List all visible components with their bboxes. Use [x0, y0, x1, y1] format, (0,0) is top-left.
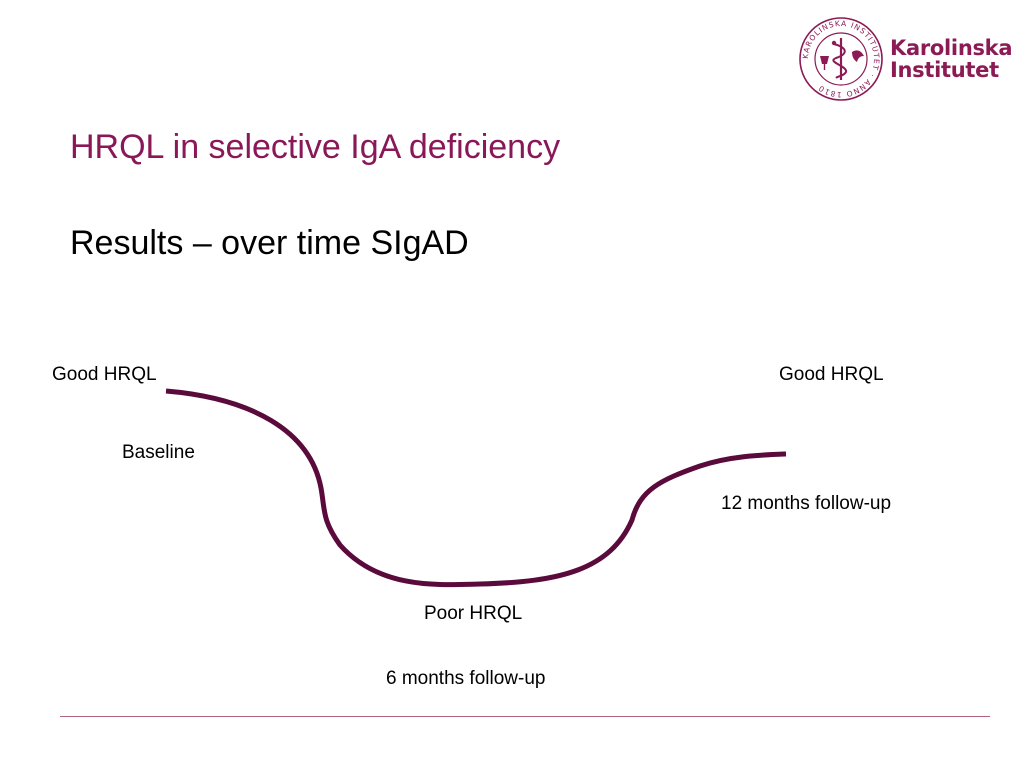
footer-divider: [60, 716, 990, 717]
hrql-trajectory-curve: [165, 388, 787, 588]
karolinska-logo: KAROLINSKA INSTITUTET · ANNO 1810 Karoli…: [798, 16, 1013, 102]
twelve-month-label: 12 months follow-up: [721, 493, 892, 514]
slide-title: HRQL in selective IgA deficiency: [70, 128, 561, 166]
baseline-label: Baseline: [122, 442, 195, 463]
slide-subtitle: Results – over time SIgAD: [70, 224, 469, 262]
poor-hrql-label: Poor HRQL: [424, 603, 523, 624]
seal-icon: KAROLINSKA INSTITUTET · ANNO 1810: [799, 17, 883, 101]
end-good-hrql-label: Good HRQL: [779, 364, 884, 385]
start-good-hrql-label: Good HRQL: [52, 364, 157, 385]
six-month-label: 6 months follow-up: [386, 668, 546, 689]
logo-wordmark-line2: Institutet: [890, 58, 999, 82]
logo-wordmark-line1: Karolinska: [890, 36, 1013, 60]
